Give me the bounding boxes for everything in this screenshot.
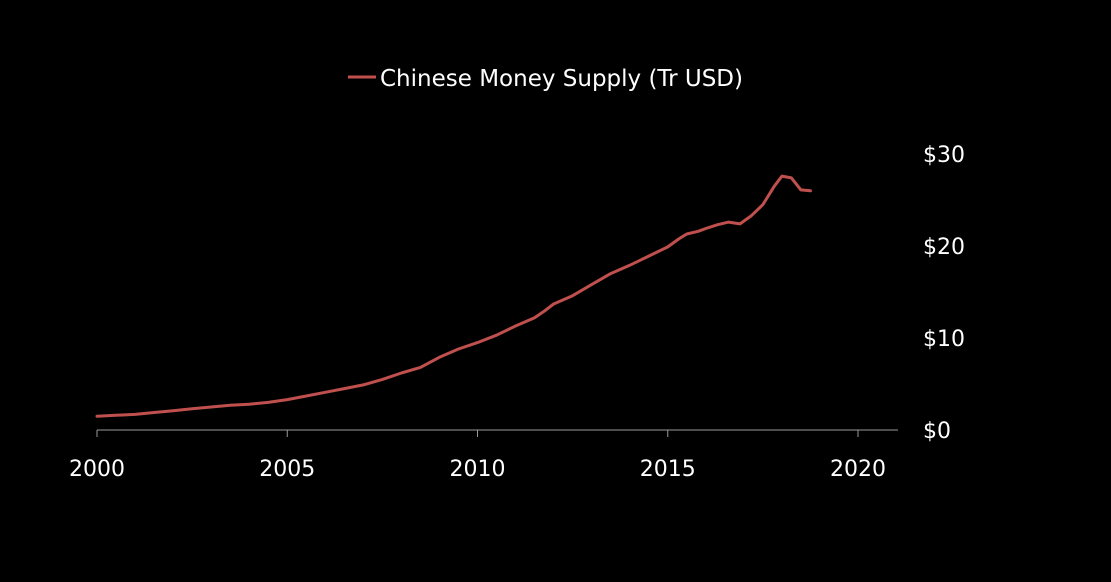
y-tick-label-20: $20 xyxy=(923,235,965,260)
y-tick-label-30: $30 xyxy=(923,143,965,168)
y-tick-label-10: $10 xyxy=(923,327,965,352)
x-tick-label-2010: 2010 xyxy=(450,457,506,482)
x-tick-label-2000: 2000 xyxy=(69,457,125,482)
x-tick-label-2015: 2015 xyxy=(640,457,696,482)
y-tick-label-0: $0 xyxy=(923,419,951,444)
x-tick-label-2020: 2020 xyxy=(830,457,886,482)
legend-label: Chinese Money Supply (Tr USD) xyxy=(380,66,743,92)
x-tick-label-2005: 2005 xyxy=(259,457,315,482)
legend: Chinese Money Supply (Tr USD) xyxy=(348,66,743,92)
y-axis: $0 $10 $20 $30 xyxy=(923,143,965,444)
series-layer xyxy=(95,174,812,418)
series-line-money-supply xyxy=(95,174,812,418)
x-axis: 2000 2005 2010 2015 2020 xyxy=(69,429,898,482)
